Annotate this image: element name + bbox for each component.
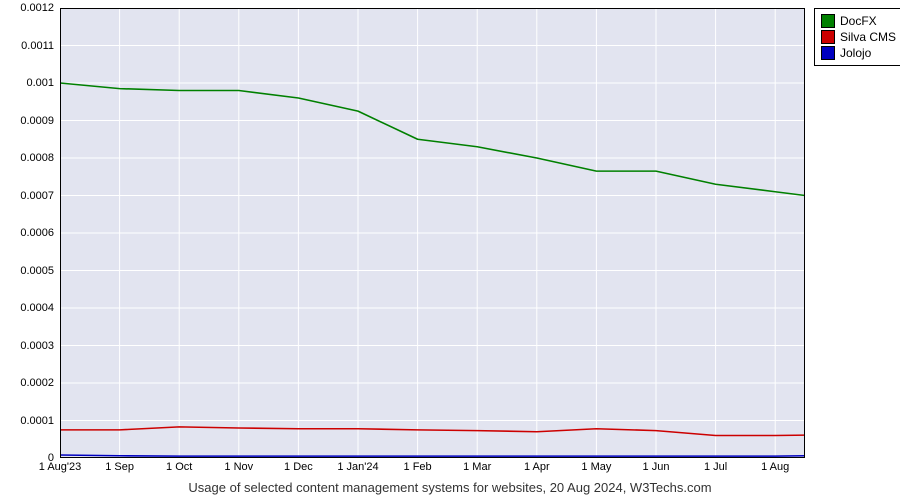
legend-item: Silva CMS bbox=[821, 29, 896, 45]
x-tick-label: 1 May bbox=[581, 461, 611, 473]
y-tick-label: 0.0002 bbox=[0, 377, 54, 389]
y-tick-label: 0.0008 bbox=[0, 152, 54, 164]
chart-caption: Usage of selected content management sys… bbox=[0, 480, 900, 495]
legend-swatch bbox=[821, 14, 835, 28]
x-tick-label: 1 Aug bbox=[761, 461, 789, 473]
x-tick-label: 1 Jan'24 bbox=[337, 461, 378, 473]
x-tick-label: 1 Dec bbox=[284, 461, 313, 473]
x-tick-label: 1 Oct bbox=[166, 461, 192, 473]
x-tick-label: 1 Aug'23 bbox=[39, 461, 81, 473]
y-tick-label: 0.0004 bbox=[0, 302, 54, 314]
y-tick-label: 0.0007 bbox=[0, 190, 54, 202]
legend-swatch bbox=[821, 30, 835, 44]
y-tick-label: 0.0011 bbox=[0, 40, 54, 52]
legend: DocFXSilva CMSJolojo bbox=[814, 8, 900, 66]
y-tick-label: 0.0009 bbox=[0, 115, 54, 127]
legend-item: DocFX bbox=[821, 13, 896, 29]
x-tick-label: 1 Nov bbox=[224, 461, 253, 473]
y-tick-label: 0.0003 bbox=[0, 340, 54, 352]
legend-swatch bbox=[821, 46, 835, 60]
x-tick-label: 1 Jun bbox=[643, 461, 670, 473]
legend-label: DocFX bbox=[840, 13, 877, 29]
x-tick-label: 1 Sep bbox=[105, 461, 134, 473]
x-tick-label: 1 Feb bbox=[404, 461, 432, 473]
plot-area bbox=[60, 8, 805, 458]
y-tick-label: 0.0001 bbox=[0, 415, 54, 427]
y-tick-label: 0.0006 bbox=[0, 227, 54, 239]
y-tick-label: 0.0012 bbox=[0, 2, 54, 14]
x-tick-label: 1 Jul bbox=[704, 461, 727, 473]
x-tick-label: 1 Apr bbox=[524, 461, 550, 473]
y-tick-label: 0.0005 bbox=[0, 265, 54, 277]
legend-label: Jolojo bbox=[840, 45, 871, 61]
chart-container: 00.00010.00020.00030.00040.00050.00060.0… bbox=[0, 0, 900, 500]
y-tick-label: 0.001 bbox=[0, 77, 54, 89]
legend-item: Jolojo bbox=[821, 45, 896, 61]
x-tick-label: 1 Mar bbox=[463, 461, 491, 473]
chart-svg bbox=[60, 8, 805, 458]
legend-label: Silva CMS bbox=[840, 29, 896, 45]
